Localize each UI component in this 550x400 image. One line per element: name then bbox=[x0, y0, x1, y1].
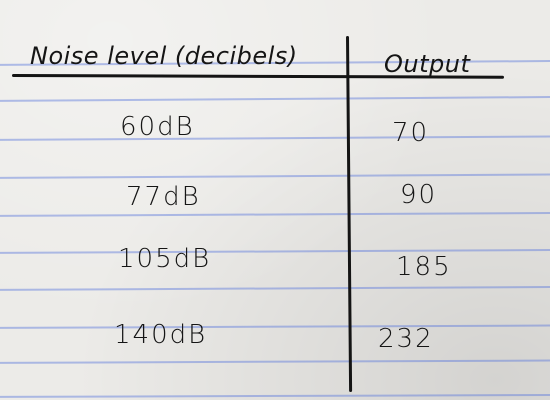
ruled-line bbox=[0, 248, 550, 254]
ruled-line bbox=[0, 135, 550, 141]
ruled-line bbox=[0, 95, 550, 102]
noise-value-row-4: 140dB bbox=[114, 320, 208, 350]
noise-value-row-3: 105dB bbox=[118, 244, 212, 274]
ruled-line bbox=[0, 211, 550, 217]
output-value-row-2: 90 bbox=[400, 180, 438, 210]
ruled-line bbox=[0, 173, 550, 179]
noise-value-row-1: 60dB bbox=[120, 112, 195, 142]
output-value-row-1: 70 bbox=[392, 118, 430, 148]
noise-value-row-2: 77dB bbox=[126, 182, 201, 212]
output-value-row-3: 185 bbox=[396, 252, 452, 282]
header-underline bbox=[11, 74, 505, 79]
ruled-line bbox=[0, 324, 550, 329]
header-noise-level: Noise level (decibels) bbox=[30, 42, 298, 70]
ruled-line bbox=[0, 393, 550, 398]
header-output: Output bbox=[384, 50, 471, 78]
ruled-line bbox=[0, 285, 550, 291]
output-value-row-4: 232 bbox=[378, 324, 434, 354]
ruled-line bbox=[0, 359, 550, 364]
